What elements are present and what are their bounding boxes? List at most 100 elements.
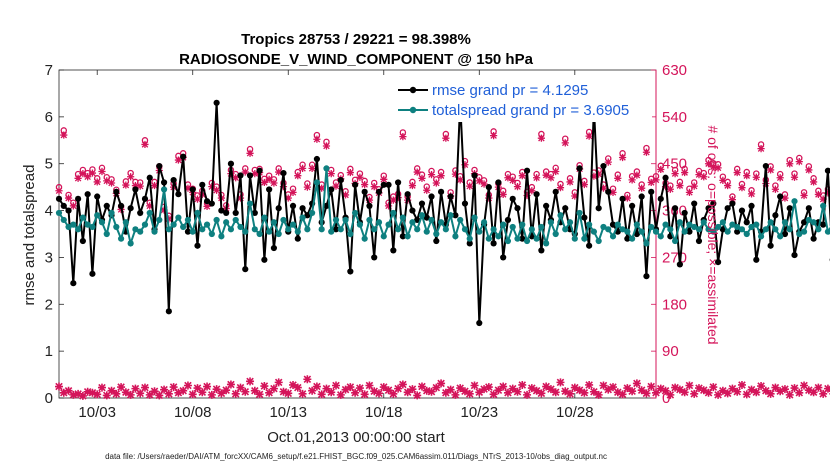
totalspread-point — [547, 219, 555, 226]
rmse-point — [361, 188, 368, 195]
obs-rejected-marker — [140, 383, 149, 392]
totalspread-point — [242, 228, 249, 235]
totalspread-point — [495, 233, 502, 240]
obs-rejected-marker — [814, 383, 823, 392]
obs-rejected-marker — [752, 388, 761, 397]
obs-rejected-marker — [298, 389, 307, 398]
obs-rejected-marker — [761, 386, 770, 395]
y2-tick-label: 90 — [662, 343, 679, 360]
obs-rejected-marker — [289, 380, 298, 389]
obs-rejected-marker — [465, 389, 474, 398]
rmse-point — [270, 244, 278, 252]
obs-assimilated-marker — [795, 158, 803, 166]
obs-assimilated-marker — [146, 202, 154, 210]
obs-rejected-marker — [69, 390, 78, 399]
totalspread-point — [323, 165, 330, 172]
obs-assimilated-marker — [566, 178, 574, 186]
totalspread-point — [418, 212, 426, 219]
rmse-point — [428, 193, 435, 200]
rmse-point — [581, 214, 588, 221]
totalspread-point — [55, 209, 63, 217]
obs-rejected-marker — [661, 386, 670, 395]
obs-rejected-marker — [374, 389, 383, 398]
rmse-point — [595, 205, 602, 212]
obs-rejected-marker — [499, 382, 508, 391]
rmse-point — [366, 202, 373, 209]
totalspread-point — [476, 228, 483, 235]
rmse-point — [103, 202, 110, 209]
rmse-point — [820, 221, 827, 228]
rmse-point — [227, 160, 235, 167]
rmse-point — [371, 254, 378, 261]
obs-assimilated-marker — [690, 182, 698, 190]
obs-rejected-marker — [518, 380, 527, 389]
rmse-point — [500, 254, 507, 261]
obs-assimilated-marker — [547, 174, 555, 182]
obs-rejected-marker — [355, 384, 364, 393]
rmse-point — [218, 207, 225, 214]
y2-tick-label: 630 — [662, 62, 687, 79]
totalspread-point — [571, 235, 578, 242]
obs-rejected-marker — [207, 390, 216, 399]
obs-assimilated-marker — [241, 168, 249, 176]
obs-rejected-marker — [117, 383, 126, 392]
obs-rejected-marker — [652, 388, 660, 397]
obs-assimilated-marker — [733, 168, 741, 177]
rmse-point — [509, 195, 516, 202]
obs-rejected-marker — [74, 389, 83, 398]
obs-rejected-marker — [685, 381, 694, 390]
x-tick-label: 10/23 — [461, 404, 499, 421]
rmse-point — [533, 191, 540, 198]
totalspread-point — [543, 240, 550, 247]
rmse-point — [519, 235, 526, 242]
obs-assimilated-marker — [150, 181, 159, 190]
obs-assimilated-marker — [131, 181, 140, 190]
obs-assimilated-marker — [719, 176, 727, 184]
rmse-point — [786, 205, 793, 212]
obs-rejected-marker — [303, 375, 312, 384]
obs-assimilated-marker — [614, 174, 622, 182]
obs-rejected-marker — [403, 388, 412, 397]
y-tick-label: 5 — [45, 156, 53, 173]
totalspread-points — [55, 165, 830, 247]
rmse-point — [175, 191, 182, 198]
rmse-line — [58, 102, 830, 324]
obs-rejected-marker — [126, 390, 135, 399]
rmse-point — [156, 162, 163, 170]
obs-assimilated-marker — [814, 190, 822, 199]
totalspread-point — [280, 216, 287, 224]
obs-assimilated-marker — [771, 185, 779, 193]
y2-tick-label: 0 — [662, 390, 670, 407]
totalspread-point — [266, 228, 273, 235]
totalspread-point — [719, 219, 726, 226]
totalspread-point — [743, 230, 750, 238]
obs-assimilated-marker — [55, 187, 63, 195]
totalspread-point — [70, 221, 77, 228]
totalspread-point — [461, 226, 469, 233]
totalspread-point — [304, 226, 311, 233]
obs-rejected-marker — [494, 386, 503, 395]
obs-rejected-marker — [260, 382, 269, 391]
obs-rejected-marker — [379, 383, 388, 392]
rmse-point — [352, 181, 359, 188]
totalspread-point — [113, 223, 120, 231]
totalspread-point — [409, 219, 416, 226]
obs-assimilated-marker — [599, 184, 608, 192]
obs-rejected-marker — [580, 388, 589, 397]
obs-assimilated-marker — [461, 161, 469, 169]
totalspread-point — [299, 214, 306, 221]
totalspread-point — [65, 223, 72, 231]
totalspread-point — [394, 226, 402, 233]
obs-rejected-marker — [675, 385, 684, 394]
y2-tick-label: 180 — [662, 296, 687, 313]
obs-rejected-marker — [136, 389, 145, 398]
y-tick-label: 4 — [45, 203, 53, 220]
totalspread-point — [629, 235, 636, 242]
legend-marker — [409, 86, 417, 94]
obs-rejected-marker — [742, 390, 751, 399]
obs-rejected-marker — [408, 385, 417, 394]
totalspread-point — [800, 228, 808, 235]
totalspread-point — [356, 221, 363, 228]
totalspread-point — [820, 202, 827, 209]
obs-rejected-marker — [819, 389, 828, 398]
